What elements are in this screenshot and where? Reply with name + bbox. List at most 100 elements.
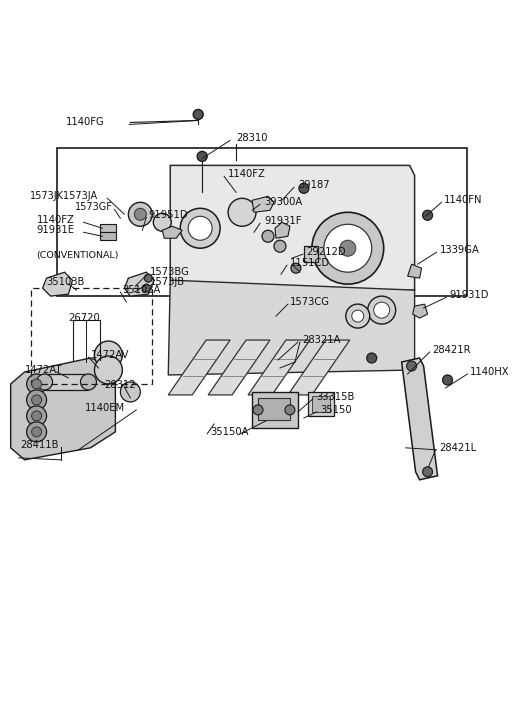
Ellipse shape xyxy=(291,263,301,273)
Polygon shape xyxy=(402,358,437,480)
Ellipse shape xyxy=(31,379,41,389)
Ellipse shape xyxy=(340,240,356,256)
Polygon shape xyxy=(11,358,115,459)
Text: 91931F: 91931F xyxy=(264,216,302,226)
Text: 26720: 26720 xyxy=(69,313,100,323)
Ellipse shape xyxy=(27,374,47,394)
Ellipse shape xyxy=(27,390,47,410)
Ellipse shape xyxy=(274,240,286,252)
Text: 35103B: 35103B xyxy=(47,277,85,287)
Bar xyxy=(56,148,468,296)
Ellipse shape xyxy=(135,209,146,220)
Text: (CONVENTIONAL): (CONVENTIONAL) xyxy=(37,251,119,260)
Text: 28421L: 28421L xyxy=(439,443,477,453)
Text: 35150A: 35150A xyxy=(210,427,248,437)
Ellipse shape xyxy=(285,405,295,415)
Ellipse shape xyxy=(299,183,309,193)
Ellipse shape xyxy=(95,356,122,384)
Text: 1339GA: 1339GA xyxy=(439,245,479,255)
Ellipse shape xyxy=(31,411,41,421)
Bar xyxy=(45,374,88,390)
Ellipse shape xyxy=(253,405,263,415)
Text: 39300A: 39300A xyxy=(264,197,302,207)
Polygon shape xyxy=(413,304,428,318)
Text: 28310: 28310 xyxy=(236,134,268,143)
Ellipse shape xyxy=(443,375,453,385)
Ellipse shape xyxy=(406,361,417,371)
Ellipse shape xyxy=(312,212,384,284)
Ellipse shape xyxy=(95,341,122,369)
Polygon shape xyxy=(162,226,182,238)
Bar xyxy=(312,396,330,412)
Bar xyxy=(258,398,290,420)
Bar xyxy=(31,288,152,384)
Polygon shape xyxy=(288,340,350,395)
Text: 28321A: 28321A xyxy=(302,335,340,345)
Ellipse shape xyxy=(197,151,207,161)
Polygon shape xyxy=(275,222,290,238)
Ellipse shape xyxy=(153,213,171,231)
Text: 28312: 28312 xyxy=(104,380,136,390)
Polygon shape xyxy=(168,340,230,395)
Polygon shape xyxy=(170,165,414,290)
Ellipse shape xyxy=(367,353,377,363)
Ellipse shape xyxy=(144,274,152,282)
Ellipse shape xyxy=(422,467,433,477)
Ellipse shape xyxy=(31,395,41,405)
Text: 1573JB: 1573JB xyxy=(151,277,186,287)
Text: 28421R: 28421R xyxy=(433,345,471,355)
Text: 1140FG: 1140FG xyxy=(65,118,104,127)
Ellipse shape xyxy=(188,216,212,240)
Text: 35103A: 35103A xyxy=(122,285,161,295)
Text: 1151CD: 1151CD xyxy=(290,258,330,268)
Polygon shape xyxy=(252,196,274,212)
Ellipse shape xyxy=(352,310,364,322)
Text: 91931E: 91931E xyxy=(37,225,74,236)
Text: 1140FZ: 1140FZ xyxy=(228,169,266,180)
Bar xyxy=(252,392,298,428)
Ellipse shape xyxy=(324,224,372,272)
Ellipse shape xyxy=(262,230,274,242)
Ellipse shape xyxy=(80,374,96,390)
Polygon shape xyxy=(408,264,421,278)
Ellipse shape xyxy=(193,110,203,119)
Text: 91931D: 91931D xyxy=(450,290,489,300)
Text: 1140EM: 1140EM xyxy=(85,403,124,413)
Text: 1573GF: 1573GF xyxy=(74,202,112,212)
Text: 29212D: 29212D xyxy=(306,247,345,257)
Text: 1472AT: 1472AT xyxy=(24,365,62,375)
Bar xyxy=(308,392,334,416)
Ellipse shape xyxy=(128,202,152,226)
Text: 1472AV: 1472AV xyxy=(90,350,129,360)
Text: 33315B: 33315B xyxy=(316,392,354,402)
Text: 35150: 35150 xyxy=(320,405,352,415)
Polygon shape xyxy=(168,280,414,375)
Polygon shape xyxy=(43,272,72,296)
Polygon shape xyxy=(248,340,310,395)
Text: 39187: 39187 xyxy=(298,180,329,190)
Text: 1573JK1573JA: 1573JK1573JA xyxy=(30,191,98,201)
Ellipse shape xyxy=(368,296,396,324)
Ellipse shape xyxy=(27,406,47,426)
Bar xyxy=(101,224,117,232)
Ellipse shape xyxy=(228,198,256,226)
Bar xyxy=(101,232,117,240)
Ellipse shape xyxy=(346,304,370,328)
Text: 91951D: 91951D xyxy=(148,210,188,220)
Text: 1573CG: 1573CG xyxy=(290,297,330,307)
Ellipse shape xyxy=(422,210,433,220)
Ellipse shape xyxy=(180,209,220,248)
Text: 1140FN: 1140FN xyxy=(444,196,482,205)
Ellipse shape xyxy=(143,284,151,292)
Ellipse shape xyxy=(120,382,140,402)
Ellipse shape xyxy=(31,427,41,437)
Ellipse shape xyxy=(373,302,389,318)
Bar xyxy=(304,246,318,262)
Ellipse shape xyxy=(37,374,53,390)
Polygon shape xyxy=(124,272,154,296)
Polygon shape xyxy=(208,340,270,395)
Text: 28411B: 28411B xyxy=(21,440,59,450)
Text: 1140FZ: 1140FZ xyxy=(37,215,74,225)
Ellipse shape xyxy=(27,422,47,442)
Text: 1140HX: 1140HX xyxy=(469,367,509,377)
